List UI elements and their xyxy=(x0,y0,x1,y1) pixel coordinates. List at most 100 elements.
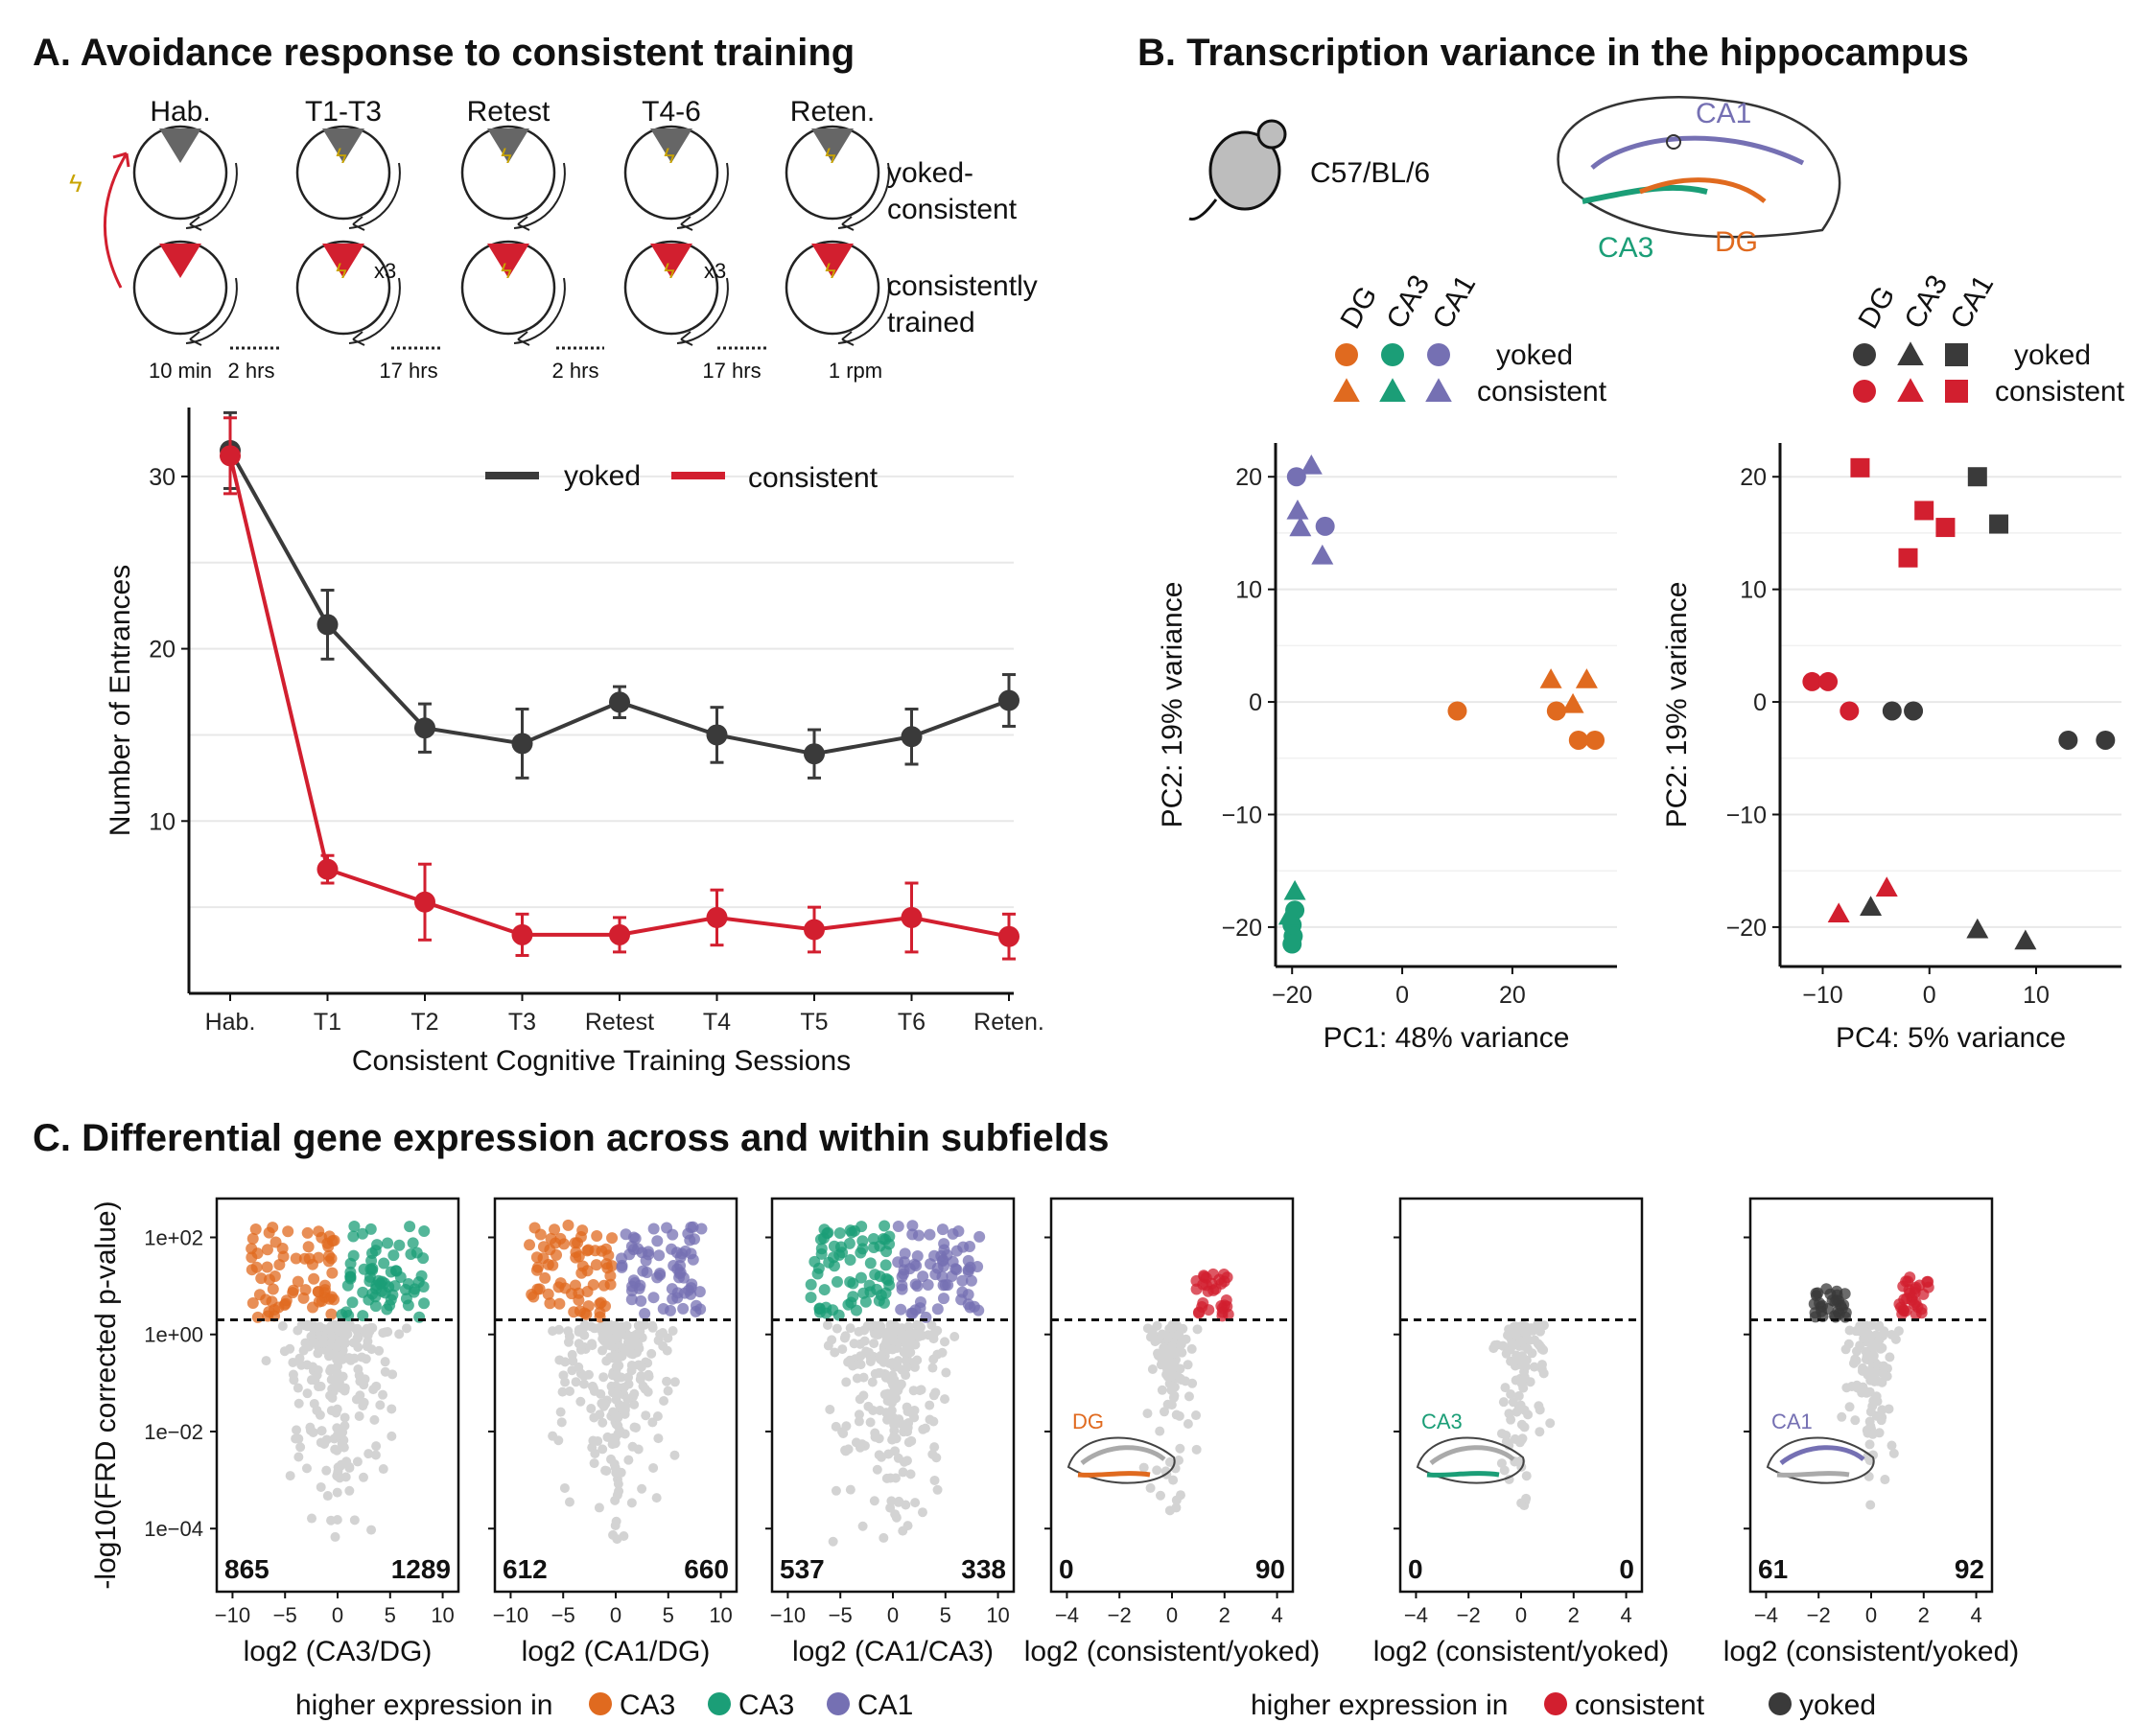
gene-point-ns xyxy=(1529,1362,1539,1372)
gene-point-ns xyxy=(610,1495,621,1505)
gene-point-ns xyxy=(915,1330,926,1340)
legend-header: DG xyxy=(1334,281,1383,334)
gene-point-sig xyxy=(812,1262,825,1274)
gene-point-ns xyxy=(909,1362,920,1372)
shock-zone xyxy=(811,128,854,163)
gene-point-ns xyxy=(1164,1456,1175,1467)
gene-point-sig xyxy=(408,1286,420,1298)
gene-point-sig xyxy=(1201,1279,1213,1292)
x-tick-label: Retest xyxy=(585,1009,654,1036)
legend-marker xyxy=(1897,341,1924,366)
gene-point-sig xyxy=(642,1246,654,1258)
gene-point-ns xyxy=(333,1361,343,1371)
inset-label: CA1 xyxy=(1771,1409,1813,1433)
gene-point-sig xyxy=(1898,1293,1910,1306)
x-tick-label: T4 xyxy=(703,1009,731,1036)
pca-point xyxy=(1447,701,1467,721)
gene-point-sig xyxy=(313,1295,325,1308)
pca-point xyxy=(2058,730,2078,750)
gene-point-sig xyxy=(1839,1288,1851,1300)
gene-point-ns xyxy=(928,1354,939,1364)
legend-label: consistent xyxy=(1477,376,1607,408)
gene-point-sig xyxy=(263,1306,275,1318)
gene-point-sig xyxy=(895,1303,907,1316)
lightning-icon: ϟ xyxy=(501,144,512,168)
gene-point-ns xyxy=(1152,1335,1162,1345)
gene-point-ns xyxy=(1498,1397,1509,1408)
gene-point-ns xyxy=(879,1532,889,1543)
gene-point-ns xyxy=(340,1325,350,1336)
gene-point-ns xyxy=(930,1387,941,1398)
gene-point-ns xyxy=(607,1387,618,1398)
count-right: 0 xyxy=(1619,1554,1634,1584)
gene-point-sig xyxy=(687,1253,699,1266)
gene-point-sig xyxy=(639,1308,651,1320)
x-tick-label: 4 xyxy=(1620,1603,1631,1627)
gene-point-sig xyxy=(251,1311,264,1323)
gene-point-ns xyxy=(855,1442,865,1453)
legend-marker xyxy=(1897,378,1924,403)
gene-point-sig xyxy=(843,1237,855,1249)
x-tick-label: 0 xyxy=(1395,982,1409,1009)
gene-point-ns xyxy=(586,1404,597,1414)
gene-point-ns xyxy=(926,1319,937,1330)
gene-point-sig xyxy=(667,1228,679,1241)
data-point-yoked xyxy=(511,733,533,755)
count-left: 61 xyxy=(1758,1554,1788,1584)
row-label: consistently xyxy=(887,270,1038,302)
gene-point-ns xyxy=(825,1405,835,1415)
gene-point-ns xyxy=(322,1491,333,1502)
gene-point-ns xyxy=(564,1497,574,1507)
gene-point-sig xyxy=(260,1293,272,1306)
count-right: 90 xyxy=(1255,1554,1285,1584)
gene-point-sig xyxy=(573,1250,585,1263)
gene-point-ns xyxy=(568,1356,578,1366)
gene-point-ns xyxy=(575,1344,586,1355)
gene-point-sig xyxy=(246,1264,258,1276)
gene-point-ns xyxy=(557,1386,568,1397)
gene-point-ns xyxy=(363,1449,374,1459)
gene-point-sig xyxy=(376,1285,388,1297)
gene-point-ns xyxy=(371,1381,382,1391)
data-point-yoked xyxy=(804,743,825,765)
pca-pc1-pc2-plot: −20 −10 0 10 20 −20 0 20 PC1: 48% variance PC2: 1… xyxy=(1157,269,1617,1054)
gap-label: 17 hrs xyxy=(379,359,437,383)
gene-point-ns xyxy=(1147,1363,1158,1374)
gene-point-ns xyxy=(1504,1409,1514,1419)
shock-zone xyxy=(811,244,854,278)
gene-point-sig xyxy=(654,1267,667,1279)
gene-point-ns xyxy=(608,1407,619,1417)
gene-point-ns xyxy=(613,1360,623,1370)
gene-point-sig xyxy=(534,1228,547,1241)
gene-point-sig xyxy=(417,1252,430,1265)
pca-point xyxy=(1585,730,1605,750)
gene-point-sig xyxy=(1207,1268,1219,1280)
gene-point-sig xyxy=(635,1294,647,1307)
gene-point-ns xyxy=(1521,1471,1532,1481)
gene-point-sig xyxy=(962,1254,974,1267)
rotation-arrow xyxy=(348,162,401,229)
gene-point-ns xyxy=(558,1370,569,1381)
pca-point xyxy=(1283,879,1306,900)
gene-point-ns xyxy=(1500,1383,1511,1393)
gene-point-sig xyxy=(947,1227,959,1240)
data-point-consistent xyxy=(901,906,923,928)
x-axis-label: PC1: 48% variance xyxy=(1324,1022,1570,1054)
gene-point-ns xyxy=(601,1465,612,1476)
pca-point xyxy=(1818,671,1839,691)
gene-point-ns xyxy=(635,1326,645,1337)
x-tick-label: T6 xyxy=(898,1009,926,1036)
gene-point-ns xyxy=(1521,1493,1532,1503)
data-point-consistent xyxy=(998,925,1019,947)
gene-point-ns xyxy=(1886,1440,1897,1451)
count-left: 865 xyxy=(224,1554,270,1584)
pca-point xyxy=(2014,929,2037,950)
gene-point-ns xyxy=(634,1343,644,1354)
gene-point-ns xyxy=(366,1344,377,1355)
gene-point-sig xyxy=(892,1256,904,1269)
legend-marker xyxy=(1425,378,1452,403)
y-axis-label: PC2: 19% variance xyxy=(1157,582,1188,828)
gene-point-sig xyxy=(950,1264,963,1276)
gene-point-ns xyxy=(653,1433,664,1444)
mouse-tail xyxy=(1188,198,1218,221)
